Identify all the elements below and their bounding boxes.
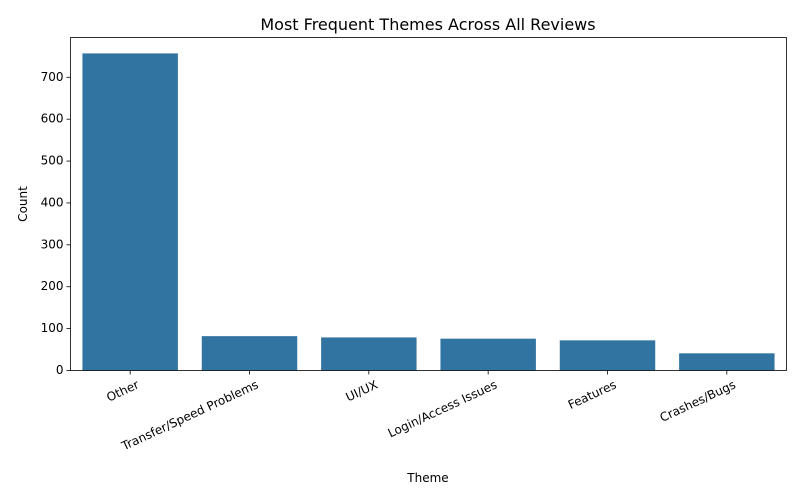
x-tick-label: Other	[104, 377, 141, 404]
y-tick-label: 400	[41, 195, 64, 209]
y-axis-label: Count	[16, 186, 30, 222]
y-tick-label: 500	[41, 154, 64, 168]
bars-group	[82, 53, 775, 371]
bar-0	[82, 53, 178, 371]
y-axis-ticks: 0 100 200 300 400 500 600 700	[41, 70, 71, 377]
plot-frame	[70, 37, 787, 371]
bar-4	[559, 340, 656, 371]
x-tick-label: Login/Access Issues	[386, 378, 499, 441]
y-tick-label: 0	[56, 363, 64, 377]
y-tick-label: 300	[41, 237, 64, 251]
bar-2	[321, 337, 417, 371]
x-axis-label: Theme	[406, 471, 448, 485]
y-tick-label: 600	[41, 112, 64, 126]
x-tick-label: Crashes/Bugs	[658, 378, 738, 425]
bar-5	[679, 353, 775, 371]
y-tick-label: 100	[41, 321, 64, 335]
bar-1	[201, 336, 298, 371]
y-tick-label: 700	[41, 70, 64, 84]
x-tick-label: UI/UX	[344, 378, 380, 405]
chart-title: Most Frequent Themes Across All Reviews	[260, 15, 595, 34]
y-tick-label: 200	[41, 279, 64, 293]
x-tick-label: Features	[566, 378, 619, 412]
bar-3	[440, 338, 536, 371]
